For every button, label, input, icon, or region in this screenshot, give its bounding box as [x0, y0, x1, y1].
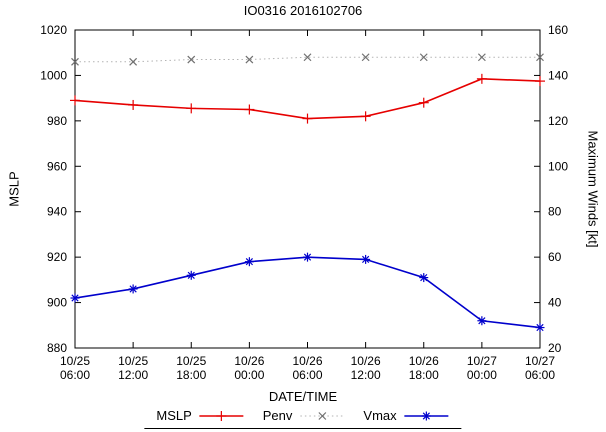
svg-text:160: 160: [548, 23, 568, 37]
chart-title: IO0316 2016102706: [243, 3, 363, 18]
svg-text:880: 880: [47, 341, 67, 355]
svg-text:10/25: 10/25: [118, 354, 148, 368]
svg-text:10/26: 10/26: [234, 354, 264, 368]
svg-text:12:00: 12:00: [351, 368, 381, 382]
legend: MSLP Penv Vmax: [144, 408, 462, 429]
svg-text:120: 120: [548, 114, 568, 128]
svg-text:1020: 1020: [40, 23, 67, 37]
svg-text:80: 80: [548, 205, 562, 219]
svg-text:06:00: 06:00: [60, 368, 90, 382]
legend-item-mslp: MSLP: [156, 408, 244, 423]
svg-text:18:00: 18:00: [409, 368, 439, 382]
legend-label: Vmax: [363, 408, 397, 423]
series-penv: [75, 56, 540, 63]
right-axis-label: Maximum Winds [kt]: [585, 130, 601, 248]
svg-text:10/26: 10/26: [351, 354, 381, 368]
legend-item-penv: Penv: [263, 408, 346, 423]
legend-sample-vmax: [404, 411, 449, 420]
svg-text:960: 960: [47, 159, 67, 173]
svg-text:10/25: 10/25: [60, 354, 90, 368]
legend-sample-penv: [300, 411, 345, 420]
svg-text:10/26: 10/26: [292, 354, 322, 368]
svg-text:980: 980: [47, 114, 67, 128]
left-axis-label: MSLP: [6, 171, 22, 207]
svg-text:06:00: 06:00: [292, 368, 322, 382]
legend-label: Penv: [262, 408, 293, 423]
svg-text:1000: 1000: [40, 68, 67, 82]
series-mslp: [74, 78, 541, 120]
legend-sample-mslp: [199, 410, 244, 421]
series-vmax: [74, 256, 541, 329]
svg-text:10/27: 10/27: [467, 354, 497, 368]
svg-text:12:00: 12:00: [118, 368, 148, 382]
svg-text:00:00: 00:00: [467, 368, 497, 382]
svg-text:10/25: 10/25: [176, 354, 206, 368]
legend-item-vmax: Vmax: [363, 408, 449, 423]
svg-text:18:00: 18:00: [176, 368, 206, 382]
svg-text:00:00: 00:00: [234, 368, 264, 382]
svg-text:940: 940: [47, 205, 67, 219]
svg-text:140: 140: [548, 68, 568, 82]
svg-text:10/26: 10/26: [409, 354, 439, 368]
svg-text:60: 60: [548, 250, 562, 264]
svg-text:40: 40: [548, 296, 562, 310]
legend-label: MSLP: [156, 408, 192, 423]
svg-text:100: 100: [548, 159, 568, 173]
svg-text:920: 920: [47, 250, 67, 264]
svg-text:10/27: 10/27: [525, 354, 555, 368]
x-axis-label: DATE/TIME: [268, 389, 338, 404]
svg-text:06:00: 06:00: [525, 368, 555, 382]
svg-text:20: 20: [548, 341, 562, 355]
svg-text:900: 900: [47, 296, 67, 310]
